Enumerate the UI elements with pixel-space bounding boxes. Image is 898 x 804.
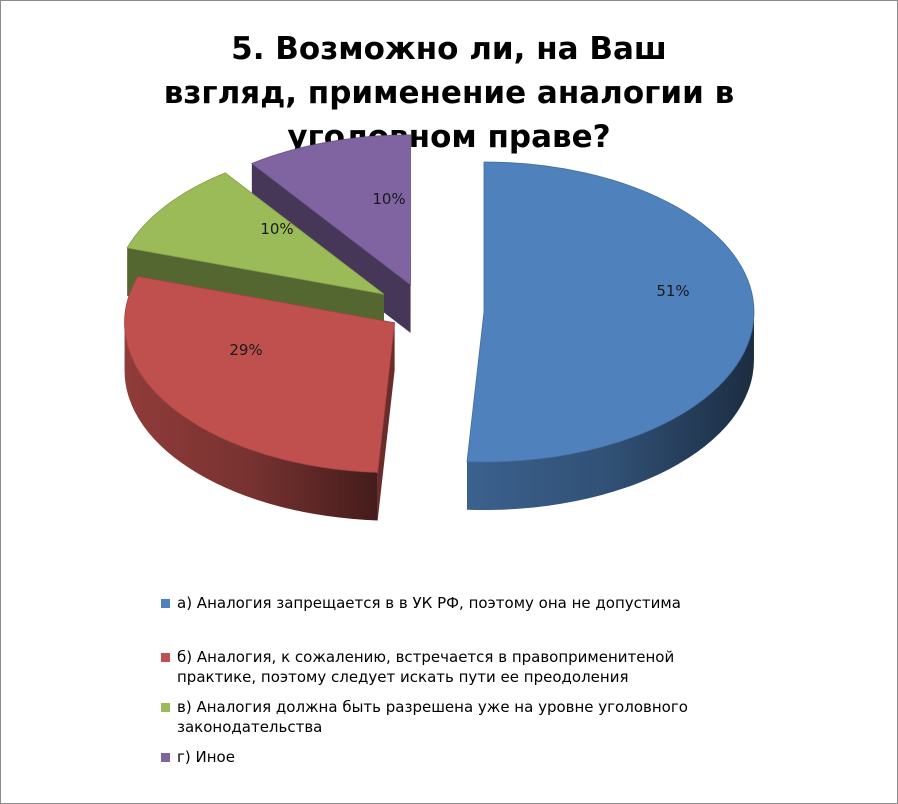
pie-slice-a bbox=[466, 161, 755, 511]
data-label-a: 51% bbox=[656, 282, 689, 300]
legend-swatch-b bbox=[161, 653, 170, 662]
data-label-c: 10% bbox=[260, 220, 293, 238]
chart-title-line-2: взгляд, применение аналогии в bbox=[163, 75, 735, 111]
data-label-b: 29% bbox=[229, 341, 262, 359]
pie-slice-a-rim bbox=[467, 312, 754, 511]
pie-slice-b bbox=[124, 275, 396, 521]
pie-slice-b-top bbox=[124, 275, 396, 473]
legend-item-c: в) Аналогия должна быть разрешена уже на… bbox=[161, 697, 781, 737]
legend-swatch-d bbox=[161, 753, 170, 762]
legend-label-a: а) Аналогия запрещается в в УК РФ, поэто… bbox=[177, 594, 681, 612]
chart-title-line-1: 5. Возможно ли, на Ваш bbox=[231, 31, 667, 67]
pie-slice-c-top bbox=[126, 172, 385, 295]
legend-label-c: в) Аналогия должна быть разрешена уже на… bbox=[177, 698, 688, 736]
pie-slice-d-top bbox=[251, 134, 411, 286]
legend-item-a: а) Аналогия запрещается в в УК РФ, поэто… bbox=[161, 593, 781, 613]
pie-slice-a-top bbox=[466, 161, 755, 463]
pie-chart: 51% 29% 10% 10% bbox=[124, 134, 755, 521]
data-label-d: 10% bbox=[372, 190, 405, 208]
pie-slice-b-rim bbox=[124, 322, 378, 521]
legend-label-b: б) Аналогия, к сожалению, встречается в … bbox=[177, 648, 675, 686]
legend-item-d: г) Иное bbox=[161, 747, 781, 767]
chart-title: 5. Возможно ли, на Ваш взгляд, применени… bbox=[1, 27, 897, 159]
legend-label-d: г) Иное bbox=[177, 748, 235, 766]
legend-item-b: б) Аналогия, к сожалению, встречается в … bbox=[161, 647, 781, 687]
legend-swatch-c bbox=[161, 703, 170, 712]
pie-slice-b-wall-start bbox=[377, 322, 395, 521]
legend-swatch-a bbox=[161, 599, 170, 608]
